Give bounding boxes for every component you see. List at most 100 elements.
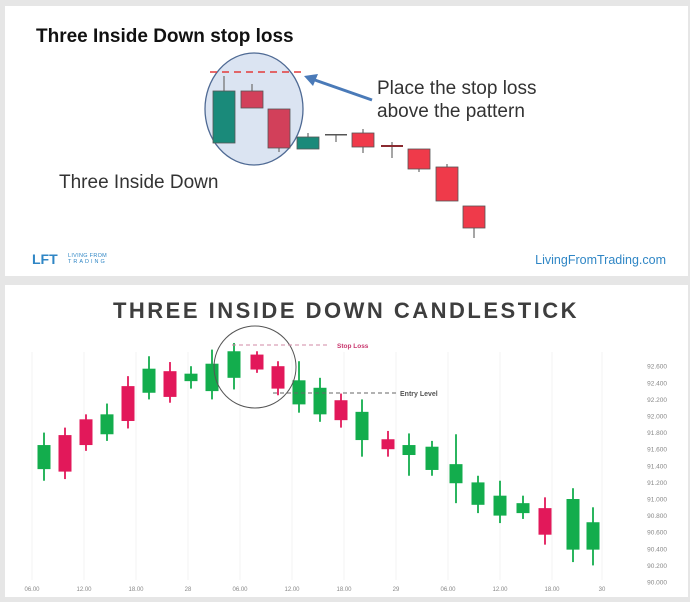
candle xyxy=(313,377,327,422)
candle-body xyxy=(355,411,369,441)
candle xyxy=(449,434,463,504)
pattern-circle xyxy=(213,325,297,409)
candle-body xyxy=(462,205,486,229)
candle xyxy=(37,432,51,481)
candle-body xyxy=(271,366,285,389)
y-tick-label: 91.400 xyxy=(647,463,667,470)
candle-body xyxy=(325,134,347,136)
candle xyxy=(435,164,459,202)
candle xyxy=(566,488,580,563)
y-tick-label: 90.800 xyxy=(647,513,667,520)
candle-body xyxy=(296,136,320,150)
candle-body xyxy=(267,108,291,149)
x-tick-label: 06.00 xyxy=(24,587,40,593)
candle-body xyxy=(334,400,348,421)
arrow-head-icon xyxy=(304,74,318,86)
candle xyxy=(407,148,431,172)
website-link[interactable]: LivingFromTrading.com xyxy=(535,253,666,267)
x-tick-label: 06.00 xyxy=(440,587,456,593)
candle xyxy=(205,349,219,400)
candle xyxy=(471,475,485,514)
candle xyxy=(425,440,439,476)
candle xyxy=(142,356,156,400)
candle-body xyxy=(516,503,530,514)
candle-body xyxy=(250,354,264,370)
top-title: Three Inside Down stop loss xyxy=(36,26,294,47)
candle-body xyxy=(212,90,236,144)
annotation-line2: above the pattern xyxy=(377,101,525,122)
bottom-candles xyxy=(37,342,600,566)
y-tick-label: 91.200 xyxy=(647,480,667,487)
candle-body xyxy=(381,145,403,147)
candle xyxy=(79,414,93,451)
candle xyxy=(493,480,507,524)
candle xyxy=(292,361,306,413)
candle-body xyxy=(240,90,264,109)
candle xyxy=(402,433,416,476)
candle xyxy=(267,108,291,152)
top-candles xyxy=(212,76,486,238)
candle-body xyxy=(566,499,580,550)
logo-line1: LIVING FROM xyxy=(68,253,107,259)
arrow-shaft xyxy=(311,77,373,102)
candle-body xyxy=(586,522,600,550)
y-tick-label: 90.400 xyxy=(647,546,667,553)
candle xyxy=(462,205,486,238)
candle xyxy=(227,342,241,390)
candle xyxy=(381,430,395,457)
logo-mark: LFT xyxy=(32,251,58,267)
candle xyxy=(250,351,264,373)
candle-body xyxy=(292,380,306,405)
x-tick-label: 30 xyxy=(599,587,606,593)
y-tick-label: 90.200 xyxy=(647,563,667,570)
logo-line2: TRADING xyxy=(68,259,107,265)
candle xyxy=(296,133,320,150)
candle-body xyxy=(407,148,431,170)
y-tick-label: 91.000 xyxy=(647,497,667,504)
x-tick-label: 06.00 xyxy=(232,587,248,593)
x-tick-label: 29 xyxy=(393,587,400,593)
pattern-label: Three Inside Down xyxy=(59,172,218,193)
bottom-title: THREE INSIDE DOWN CANDLESTICK xyxy=(113,298,579,323)
candle xyxy=(212,76,236,144)
y-tick-label: 92.000 xyxy=(647,414,667,421)
candle xyxy=(334,393,348,428)
candle-body xyxy=(471,482,485,505)
y-tick-label: 90.000 xyxy=(647,580,667,587)
candle-body xyxy=(435,166,459,202)
candle xyxy=(381,142,403,158)
y-tick-label: 90.600 xyxy=(647,530,667,537)
candle-body xyxy=(205,363,219,392)
candle-body xyxy=(227,351,241,378)
candle xyxy=(100,403,114,441)
y-tick-label: 92.400 xyxy=(647,380,667,387)
candle xyxy=(516,495,530,519)
candle-body xyxy=(184,373,198,382)
candle-body xyxy=(58,435,72,472)
x-tick-label: 28 xyxy=(185,587,192,593)
y-tick-label: 91.600 xyxy=(647,447,667,454)
candle-body xyxy=(100,414,114,435)
candle xyxy=(271,361,285,396)
candle xyxy=(538,497,552,545)
x-tick-label: 12.00 xyxy=(492,587,508,593)
candle xyxy=(240,84,264,109)
x-axis-labels: 06.00 12.00 18.00 28 06.00 12.00 18.00 29 06.00 1… xyxy=(24,587,606,593)
candle-body xyxy=(425,446,439,470)
y-tick-label: 92.200 xyxy=(647,397,667,404)
candle-body xyxy=(163,371,177,397)
candle-body xyxy=(402,445,416,456)
top-chart-panel xyxy=(5,6,688,276)
candle-body xyxy=(449,464,463,484)
annotation-line1: Place the stop loss xyxy=(377,78,536,99)
y-tick-label: 92.600 xyxy=(647,364,667,371)
candle xyxy=(184,366,198,389)
grid-lines xyxy=(31,352,603,580)
candle-body xyxy=(381,439,395,450)
candle-body xyxy=(37,445,51,470)
candle-body xyxy=(351,132,375,148)
stop-loss-label: Stop Loss xyxy=(337,343,369,350)
candle xyxy=(351,129,375,153)
x-tick-label: 12.00 xyxy=(284,587,300,593)
